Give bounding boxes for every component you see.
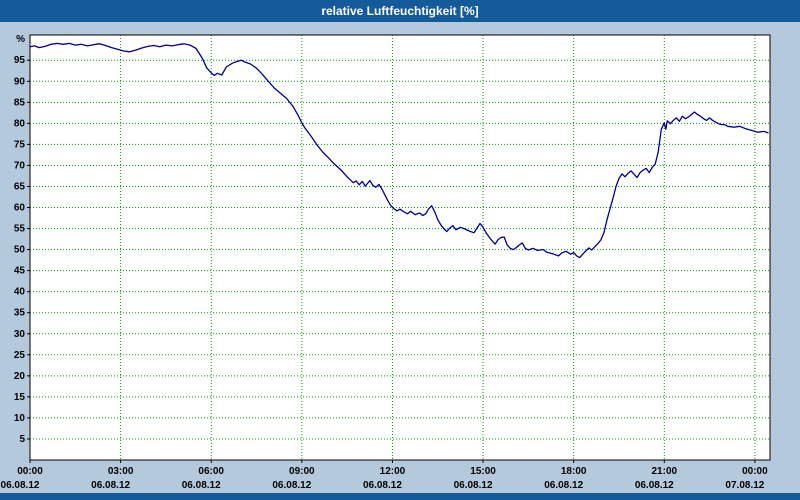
x-axis-date-label: 06.08.12 xyxy=(91,480,130,491)
bottom-bar xyxy=(0,493,800,500)
x-axis-time-label: 21:00 xyxy=(651,466,677,477)
plot-background xyxy=(30,35,770,460)
y-axis-label: 50 xyxy=(14,245,26,256)
y-axis-label: 90 xyxy=(14,76,26,87)
y-axis-label: 70 xyxy=(14,160,26,171)
y-axis-label: 60 xyxy=(14,203,26,214)
title-bar: relative Luftfeuchtigkeit [%] xyxy=(0,0,800,22)
x-axis-time-label: 00:00 xyxy=(17,466,43,477)
y-axis-label: 30 xyxy=(14,329,26,340)
y-axis-label: 20 xyxy=(14,371,26,382)
humidity-line-chart: 5 10 15 20 25 30 35 40 45 50 55 60 65 70 75 80 85 90 95% 00… xyxy=(1,34,771,491)
y-axis-label: 65 xyxy=(14,181,26,192)
x-axis-date-label: 06.08.12 xyxy=(635,480,674,491)
x-axis-date-label: 06.08.12 xyxy=(454,480,493,491)
humidity-line xyxy=(29,42,769,259)
y-axis-label: 55 xyxy=(14,224,26,235)
x-axis-date-label: 06.08.12 xyxy=(1,480,40,491)
chart-area: 5 10 15 20 25 30 35 40 45 50 55 60 65 70 75 80 85 90 95% 00… xyxy=(0,22,800,493)
x-axis-date-label: 06.08.12 xyxy=(182,480,221,491)
x-axis-time-label: 09:00 xyxy=(289,466,315,477)
x-axis-time-label: 06:00 xyxy=(198,466,224,477)
y-axis-label: 15 xyxy=(14,392,26,403)
x-axis-time-label: 03:00 xyxy=(108,466,134,477)
y-axis-unit-label: % xyxy=(16,34,25,45)
y-axis-label: 85 xyxy=(14,97,26,108)
x-axis-time-label: 15:00 xyxy=(470,466,496,477)
chart-title: relative Luftfeuchtigkeit [%] xyxy=(321,4,479,18)
x-axis-time-label: 00:00 xyxy=(742,466,768,477)
plot-border xyxy=(29,34,771,461)
x-axis-time-label: 12:00 xyxy=(380,466,406,477)
x-axis-date-label: 07.08.12 xyxy=(725,480,764,491)
y-axis-label: 80 xyxy=(14,118,26,129)
y-axis-label: 95 xyxy=(14,55,26,66)
x-axis-time-label: 18:00 xyxy=(561,466,587,477)
y-axis-label: 35 xyxy=(14,308,26,319)
y-axis-label: 45 xyxy=(14,266,26,277)
y-axis-label: 75 xyxy=(14,139,26,150)
y-axis-label: 10 xyxy=(14,413,26,424)
x-axis-date-label: 06.08.12 xyxy=(544,480,583,491)
y-axis-label: 5 xyxy=(19,434,25,445)
y-axis-label: 25 xyxy=(14,350,26,361)
x-axis-date-label: 06.08.12 xyxy=(272,480,311,491)
y-axis-label: 40 xyxy=(14,287,26,298)
x-axis-date-label: 06.08.12 xyxy=(363,480,402,491)
